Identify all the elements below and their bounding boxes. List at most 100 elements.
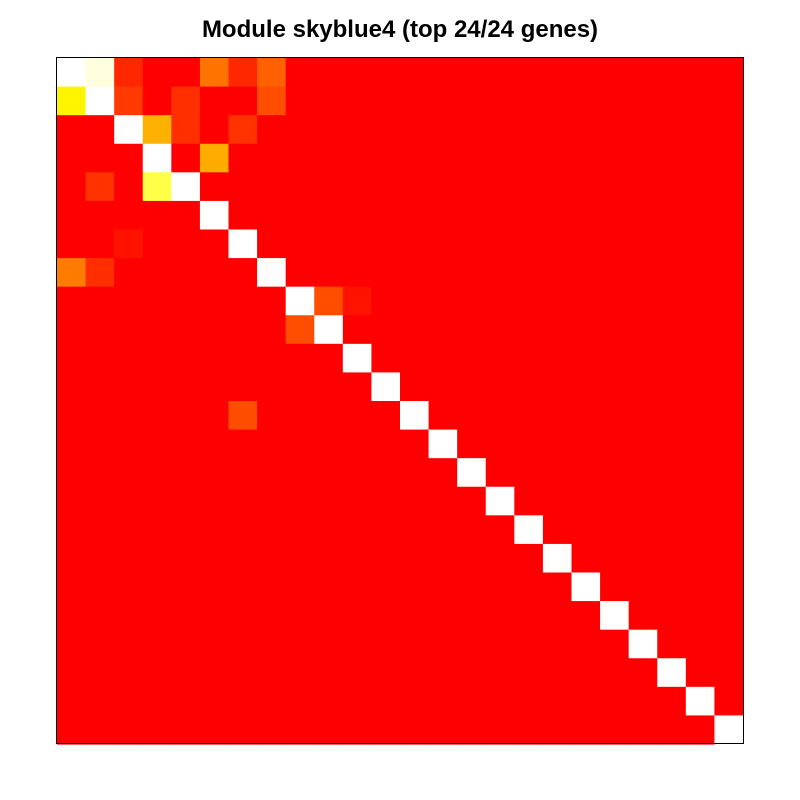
heatmap-cell [628, 543, 658, 574]
heatmap-cell [714, 572, 744, 602]
heatmap-cell [600, 258, 630, 288]
heatmap-cell [142, 115, 172, 145]
heatmap-cell [714, 200, 744, 231]
heatmap-cell [314, 258, 344, 288]
heatmap-cell [371, 486, 401, 516]
heatmap-cell [114, 629, 144, 659]
heatmap-cell [342, 372, 373, 402]
heatmap-cell [457, 372, 487, 402]
heatmap-cell [342, 315, 373, 345]
heatmap-cell [514, 229, 544, 259]
heatmap-cell [85, 515, 115, 545]
heatmap-cell [257, 429, 287, 459]
heatmap-cell [57, 658, 87, 688]
heatmap-cell [57, 715, 87, 745]
heatmap-cell [685, 143, 716, 173]
heatmap-cell [514, 458, 544, 488]
heatmap-cell [257, 143, 287, 173]
heatmap-cell [657, 315, 687, 345]
heatmap-cell [114, 229, 144, 259]
heatmap-cell [285, 372, 315, 402]
heatmap-cell [199, 115, 230, 145]
heatmap-cell [257, 372, 287, 402]
heatmap-cell [85, 401, 115, 431]
heatmap-cell [285, 115, 315, 145]
heatmap-cell [142, 458, 172, 488]
heatmap-cell [228, 115, 258, 145]
heatmap-cell [142, 200, 172, 231]
heatmap-cell [657, 258, 687, 288]
heatmap-cell [485, 58, 515, 88]
heatmap-cell [571, 115, 601, 145]
heatmap-cell [257, 115, 287, 145]
heatmap-cell [199, 286, 230, 316]
heatmap-cell [657, 629, 687, 659]
heatmap-cell [428, 58, 458, 88]
heatmap-cell [657, 658, 687, 688]
heatmap-cell [57, 229, 87, 259]
heatmap-cell [428, 715, 458, 745]
heatmap-cell [457, 58, 487, 88]
heatmap-cell [371, 286, 401, 316]
heatmap-cell [142, 486, 172, 516]
heatmap-cell [199, 315, 230, 345]
heatmap-cell [685, 315, 716, 345]
heatmap-cell [371, 543, 401, 574]
heatmap-cell [85, 601, 115, 631]
heatmap-cell [514, 200, 544, 231]
heatmap-cell [571, 601, 601, 631]
heatmap-cell [628, 286, 658, 316]
heatmap-cell [457, 143, 487, 173]
heatmap-cell [542, 343, 573, 374]
heatmap-cell [228, 601, 258, 631]
heatmap-cell [400, 258, 430, 288]
heatmap-cell [428, 629, 458, 659]
heatmap-cell [428, 172, 458, 202]
heatmap-cell [628, 115, 658, 145]
heatmap-cell [371, 658, 401, 688]
heatmap-cell [257, 515, 287, 545]
heatmap-cell [371, 229, 401, 259]
heatmap-cell [371, 200, 401, 231]
heatmap-cell [371, 115, 401, 145]
heatmap-cell [57, 315, 87, 345]
heatmap-cell [714, 458, 744, 488]
heatmap-cell [199, 143, 230, 173]
heatmap-cell [171, 658, 201, 688]
heatmap-cells [57, 58, 744, 745]
heatmap-cell [714, 343, 744, 374]
heatmap-cell [199, 343, 230, 374]
heatmap-cell [57, 629, 87, 659]
heatmap-cell [571, 486, 601, 516]
heatmap-cell [485, 429, 515, 459]
heatmap-cell [171, 258, 201, 288]
heatmap-cell [142, 286, 172, 316]
heatmap-cell [342, 486, 373, 516]
heatmap-cell [371, 258, 401, 288]
heatmap-cell [657, 343, 687, 374]
heatmap-cell [514, 686, 544, 717]
heatmap-cell [657, 543, 687, 574]
heatmap-cell [142, 229, 172, 259]
heatmap-cell [114, 715, 144, 745]
heatmap-cell [571, 401, 601, 431]
heatmap-cell [600, 229, 630, 259]
heatmap-cell [171, 601, 201, 631]
heatmap-cell [571, 715, 601, 745]
heatmap-cell [285, 200, 315, 231]
heatmap-cell [542, 86, 573, 116]
heatmap-cell [199, 458, 230, 488]
heatmap-cell [714, 258, 744, 288]
heatmap-cell [342, 172, 373, 202]
heatmap-cell [628, 315, 658, 345]
heatmap-cell [57, 543, 87, 574]
heatmap-cell [542, 115, 573, 145]
heatmap-cell [400, 86, 430, 116]
heatmap-cell [571, 572, 601, 602]
heatmap-cell [457, 200, 487, 231]
heatmap-cell [514, 486, 544, 516]
heatmap-cell [228, 58, 258, 88]
heatmap-cell [485, 543, 515, 574]
heatmap-cell [371, 86, 401, 116]
heatmap-cell [371, 315, 401, 345]
